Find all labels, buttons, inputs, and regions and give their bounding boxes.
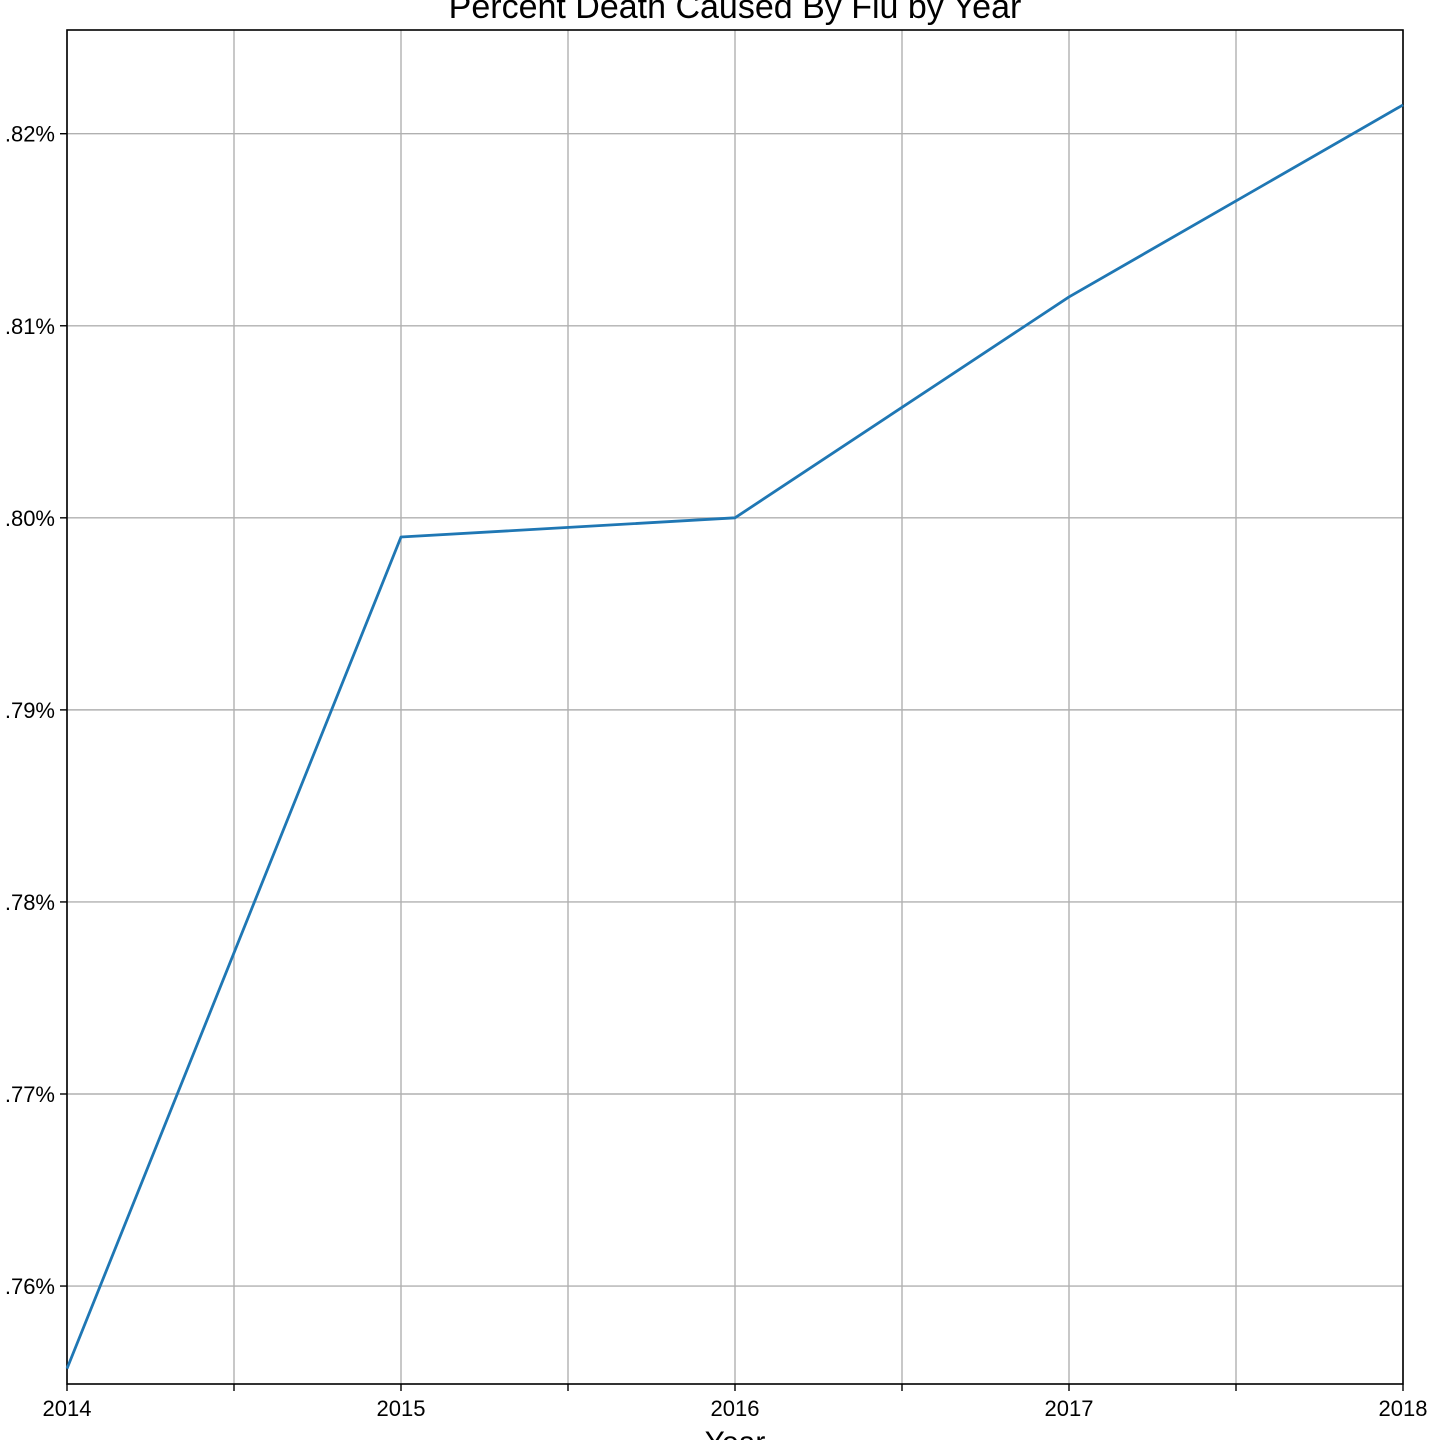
y-tick-label: .77%	[5, 1082, 55, 1107]
series-group	[65, 103, 1404, 1370]
x-tick-label: 2015	[377, 1396, 426, 1421]
y-tick-label: .78%	[5, 890, 55, 915]
x-tick-label: 2017	[1045, 1396, 1094, 1421]
y-tick-label: .76%	[5, 1274, 55, 1299]
tick-labels: .76% .77% .78% .79% .80% .81% .82% 2014 2015 2016…	[5, 122, 1428, 1421]
x-axis-title: Year	[705, 1426, 766, 1440]
y-tick-label: .79%	[5, 698, 55, 723]
y-tick-label: .81%	[5, 314, 55, 339]
axis-ticks	[60, 133, 1404, 1391]
y-tick-label: .82%	[5, 122, 55, 147]
chart-title: Percent Death Caused By Flu by Year	[449, 0, 1022, 26]
x-tick-label: 2014	[43, 1396, 92, 1421]
series-line	[65, 103, 1404, 1370]
x-tick-label: 2018	[1379, 1396, 1428, 1421]
y-tick-label: .80%	[5, 506, 55, 531]
x-tick-label: 2016	[711, 1396, 760, 1421]
grid-lines	[66, 30, 1404, 1384]
